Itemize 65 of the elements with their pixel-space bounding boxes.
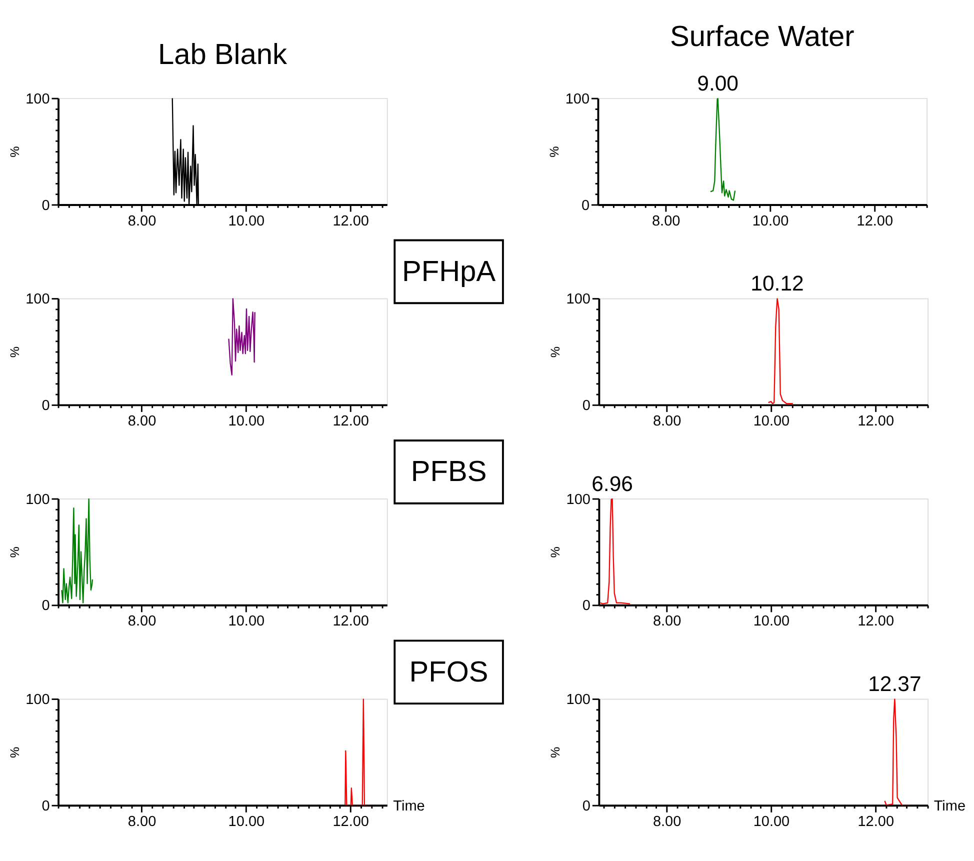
y-axis-title: % bbox=[548, 746, 563, 758]
y-tick-label: 100 bbox=[26, 692, 50, 708]
x-tick-label: 8.00 bbox=[128, 814, 156, 830]
chart-title: Lab Blank bbox=[158, 39, 288, 72]
y-tick-label: 100 bbox=[26, 292, 50, 308]
annotation: 12.37 bbox=[868, 672, 922, 696]
y-axis-title: % bbox=[8, 146, 22, 158]
x-tick-label: 10.00 bbox=[228, 213, 265, 230]
y-tick-label: 0 bbox=[42, 198, 50, 214]
y-axis-title: % bbox=[548, 146, 562, 158]
x-tick-label: 8.00 bbox=[128, 213, 156, 230]
text: PFBS bbox=[410, 456, 487, 488]
x-tick-label: 12.00 bbox=[856, 213, 894, 230]
y-axis-title: % bbox=[548, 346, 563, 358]
y-tick-label: 0 bbox=[42, 598, 50, 614]
x-tick-label: 8.00 bbox=[652, 814, 682, 830]
y-tick-label: 0 bbox=[42, 798, 50, 814]
x-tick-label: 8.00 bbox=[128, 614, 156, 630]
x-tick-label: 12.00 bbox=[332, 614, 369, 630]
x-tick-label: 12.00 bbox=[858, 814, 894, 830]
x-tick-label: 12.00 bbox=[858, 614, 894, 630]
chart-title: Surface Water bbox=[670, 20, 855, 53]
y-tick-label: 0 bbox=[582, 598, 590, 614]
text: PFHpA bbox=[402, 256, 496, 288]
y-tick-label: 0 bbox=[581, 198, 590, 214]
x-tick-label: 12.00 bbox=[858, 414, 894, 430]
x-tick-label: 10.00 bbox=[228, 614, 265, 630]
y-axis-title: % bbox=[8, 546, 22, 558]
x-tick-label: 8.00 bbox=[652, 414, 682, 430]
line-series bbox=[710, 98, 736, 201]
x-tick-label: 10.00 bbox=[752, 213, 789, 230]
x-tick-label: 10.00 bbox=[228, 414, 265, 430]
x-tick-label: 12.00 bbox=[332, 213, 369, 230]
x-tick-label: 8.00 bbox=[652, 614, 682, 630]
x-axis-title: Time bbox=[934, 798, 966, 814]
y-tick-label: 0 bbox=[582, 398, 590, 414]
x-tick-label: 12.00 bbox=[332, 814, 369, 830]
x-tick-label: 8.00 bbox=[652, 213, 680, 230]
line-series bbox=[344, 698, 371, 806]
y-tick-label: 100 bbox=[565, 91, 590, 108]
line-series bbox=[884, 698, 910, 806]
annotation: 9.00 bbox=[697, 71, 738, 96]
x-tick-label: 12.00 bbox=[332, 414, 369, 430]
x-tick-label: 10.00 bbox=[753, 814, 790, 830]
annotation: 10.12 bbox=[750, 272, 804, 296]
line-series bbox=[61, 498, 94, 604]
line-series bbox=[228, 298, 256, 376]
text: PFOS bbox=[409, 656, 488, 688]
x-axis-title: Time bbox=[393, 798, 425, 814]
y-tick-label: 100 bbox=[566, 692, 590, 708]
x-tick-label: 10.00 bbox=[228, 814, 265, 830]
x-tick-label: 10.00 bbox=[753, 614, 790, 630]
x-tick-label: 8.00 bbox=[128, 414, 156, 430]
y-axis-title: % bbox=[8, 746, 22, 758]
y-axis-title: % bbox=[548, 546, 563, 558]
y-tick-label: 100 bbox=[566, 492, 590, 508]
y-tick-label: 100 bbox=[26, 492, 50, 508]
y-axis-title: % bbox=[8, 346, 22, 358]
y-tick-label: 0 bbox=[582, 798, 590, 814]
annotation: 6.96 bbox=[592, 472, 633, 496]
y-tick-label: 100 bbox=[566, 292, 590, 308]
x-tick-label: 10.00 bbox=[753, 414, 790, 430]
y-tick-label: 100 bbox=[26, 91, 50, 108]
line-series bbox=[768, 298, 794, 404]
y-tick-label: 0 bbox=[42, 398, 50, 414]
